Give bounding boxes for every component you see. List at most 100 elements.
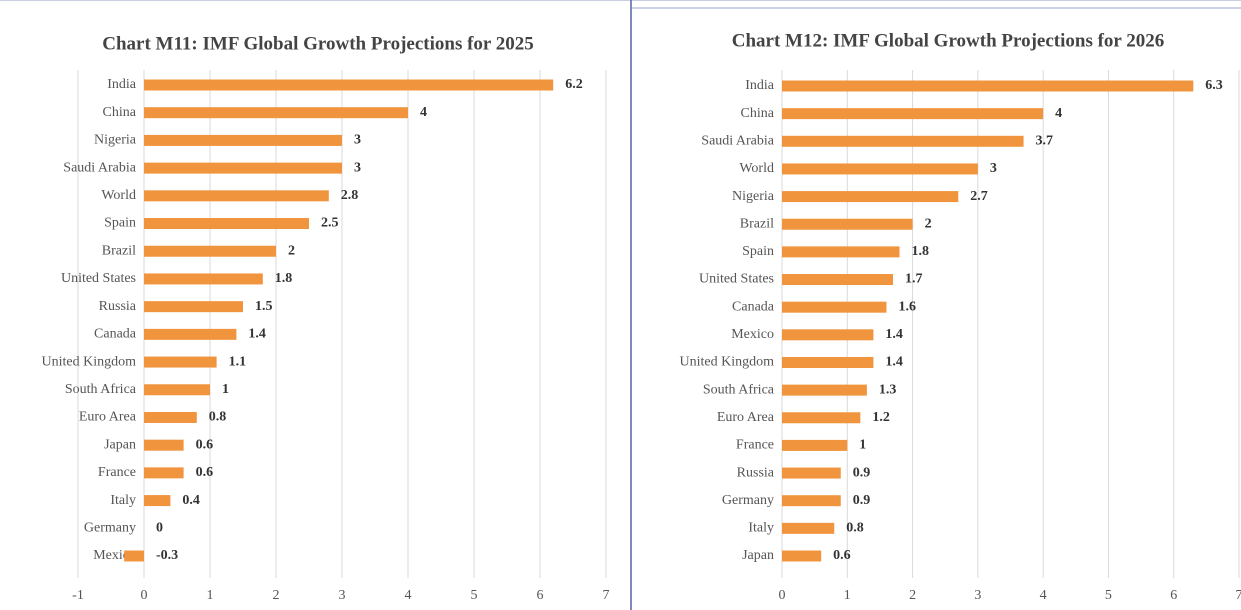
category-label: Russia xyxy=(99,299,137,314)
bar xyxy=(782,218,913,230)
bar xyxy=(144,439,184,451)
category-label: United Kingdom xyxy=(42,354,137,369)
x-tick-label: 1 xyxy=(207,588,214,603)
category-label: South Africa xyxy=(65,382,137,397)
bar xyxy=(782,356,874,368)
value-label: 1.3 xyxy=(879,382,897,397)
x-tick-label: 6 xyxy=(1170,588,1177,603)
chart-title: Chart M11: IMF Global Growth Projections… xyxy=(102,33,534,54)
bar xyxy=(144,134,342,146)
value-label: 3 xyxy=(354,133,361,148)
x-tick-label: 4 xyxy=(1040,588,1047,603)
x-tick-label: 3 xyxy=(339,588,346,603)
value-label: 1.2 xyxy=(872,410,890,425)
category-label: Spain xyxy=(104,216,136,231)
category-label: Canada xyxy=(732,299,775,314)
category-label: China xyxy=(103,105,137,120)
bar xyxy=(144,79,554,91)
category-label: South Africa xyxy=(703,382,775,397)
value-label: 4 xyxy=(420,105,427,120)
bar xyxy=(782,495,841,507)
category-label: Japan xyxy=(104,437,136,452)
value-label: 2.8 xyxy=(341,188,359,203)
value-label: 2.7 xyxy=(970,189,988,204)
category-label: Euro Area xyxy=(717,410,775,425)
value-label: 1.6 xyxy=(898,299,916,314)
value-label: 1.4 xyxy=(885,355,903,370)
bar xyxy=(782,163,978,175)
value-label: 3 xyxy=(990,161,997,176)
category-label: Brazil xyxy=(740,216,774,231)
category-label: Italy xyxy=(748,521,774,536)
bar xyxy=(144,245,276,257)
bar xyxy=(782,80,1194,92)
value-label: 0.8 xyxy=(846,521,864,536)
bar xyxy=(144,467,184,479)
bar xyxy=(144,273,263,285)
category-label: World xyxy=(739,161,774,176)
bar xyxy=(144,162,342,174)
x-tick-label: 7 xyxy=(603,588,610,603)
category-label: Germany xyxy=(722,493,774,508)
x-tick-label: 3 xyxy=(974,588,981,603)
x-tick-label: 0 xyxy=(779,588,786,603)
category-label: Mexico xyxy=(731,327,774,342)
bar xyxy=(782,522,835,534)
value-label: 6.2 xyxy=(565,77,583,92)
value-label: 0.6 xyxy=(196,465,214,480)
value-label: 1.4 xyxy=(885,327,903,342)
value-label: 0.6 xyxy=(833,548,851,563)
bar xyxy=(782,412,861,424)
x-tick-label: 5 xyxy=(471,588,478,603)
value-label: 3 xyxy=(354,160,361,175)
value-label: 4 xyxy=(1055,106,1062,121)
bar xyxy=(144,495,171,507)
value-label: 1 xyxy=(222,382,229,397)
value-label: 1.7 xyxy=(905,272,923,287)
bar xyxy=(782,246,900,258)
category-label: Euro Area xyxy=(79,410,137,425)
bar xyxy=(144,328,237,340)
bar xyxy=(124,550,144,562)
category-label: World xyxy=(101,188,136,203)
category-label: Italy xyxy=(110,493,136,508)
category-label: India xyxy=(107,77,137,92)
x-tick-label: 5 xyxy=(1105,588,1112,603)
value-label: -0.3 xyxy=(156,548,178,563)
category-label: Germany xyxy=(84,521,136,536)
value-label: 2 xyxy=(925,216,932,231)
value-label: 1.1 xyxy=(229,354,247,369)
bar xyxy=(782,439,848,451)
category-label: Russia xyxy=(737,465,775,480)
category-label: Nigeria xyxy=(732,189,775,204)
value-label: 3.7 xyxy=(1036,134,1054,149)
bar xyxy=(782,108,1044,120)
value-label: 0.9 xyxy=(853,465,871,480)
bar xyxy=(144,411,197,423)
x-tick-label: 2 xyxy=(273,588,280,603)
chart-title: Chart M12: IMF Global Growth Projections… xyxy=(732,30,1165,51)
value-label: 0.8 xyxy=(209,410,227,425)
category-label: Saudi Arabia xyxy=(63,160,136,175)
x-tick-label: 7 xyxy=(1236,588,1241,603)
category-label: Spain xyxy=(742,244,774,259)
bar xyxy=(144,384,210,396)
value-label: 1 xyxy=(859,438,866,453)
x-tick-label: 4 xyxy=(405,588,412,603)
bar xyxy=(144,190,329,202)
x-tick-label: 6 xyxy=(537,588,544,603)
x-tick-label: 1 xyxy=(844,588,851,603)
value-label: 0 xyxy=(156,521,163,536)
category-label: United States xyxy=(699,272,774,287)
bar xyxy=(144,218,309,230)
category-label: Nigeria xyxy=(94,133,137,148)
category-label: Canada xyxy=(94,327,137,342)
bar xyxy=(144,107,408,119)
bar xyxy=(782,191,959,203)
category-label: United States xyxy=(61,271,136,286)
value-label: 0.6 xyxy=(196,437,214,452)
bar xyxy=(782,329,874,341)
category-label: France xyxy=(98,465,136,480)
category-label: France xyxy=(736,438,774,453)
